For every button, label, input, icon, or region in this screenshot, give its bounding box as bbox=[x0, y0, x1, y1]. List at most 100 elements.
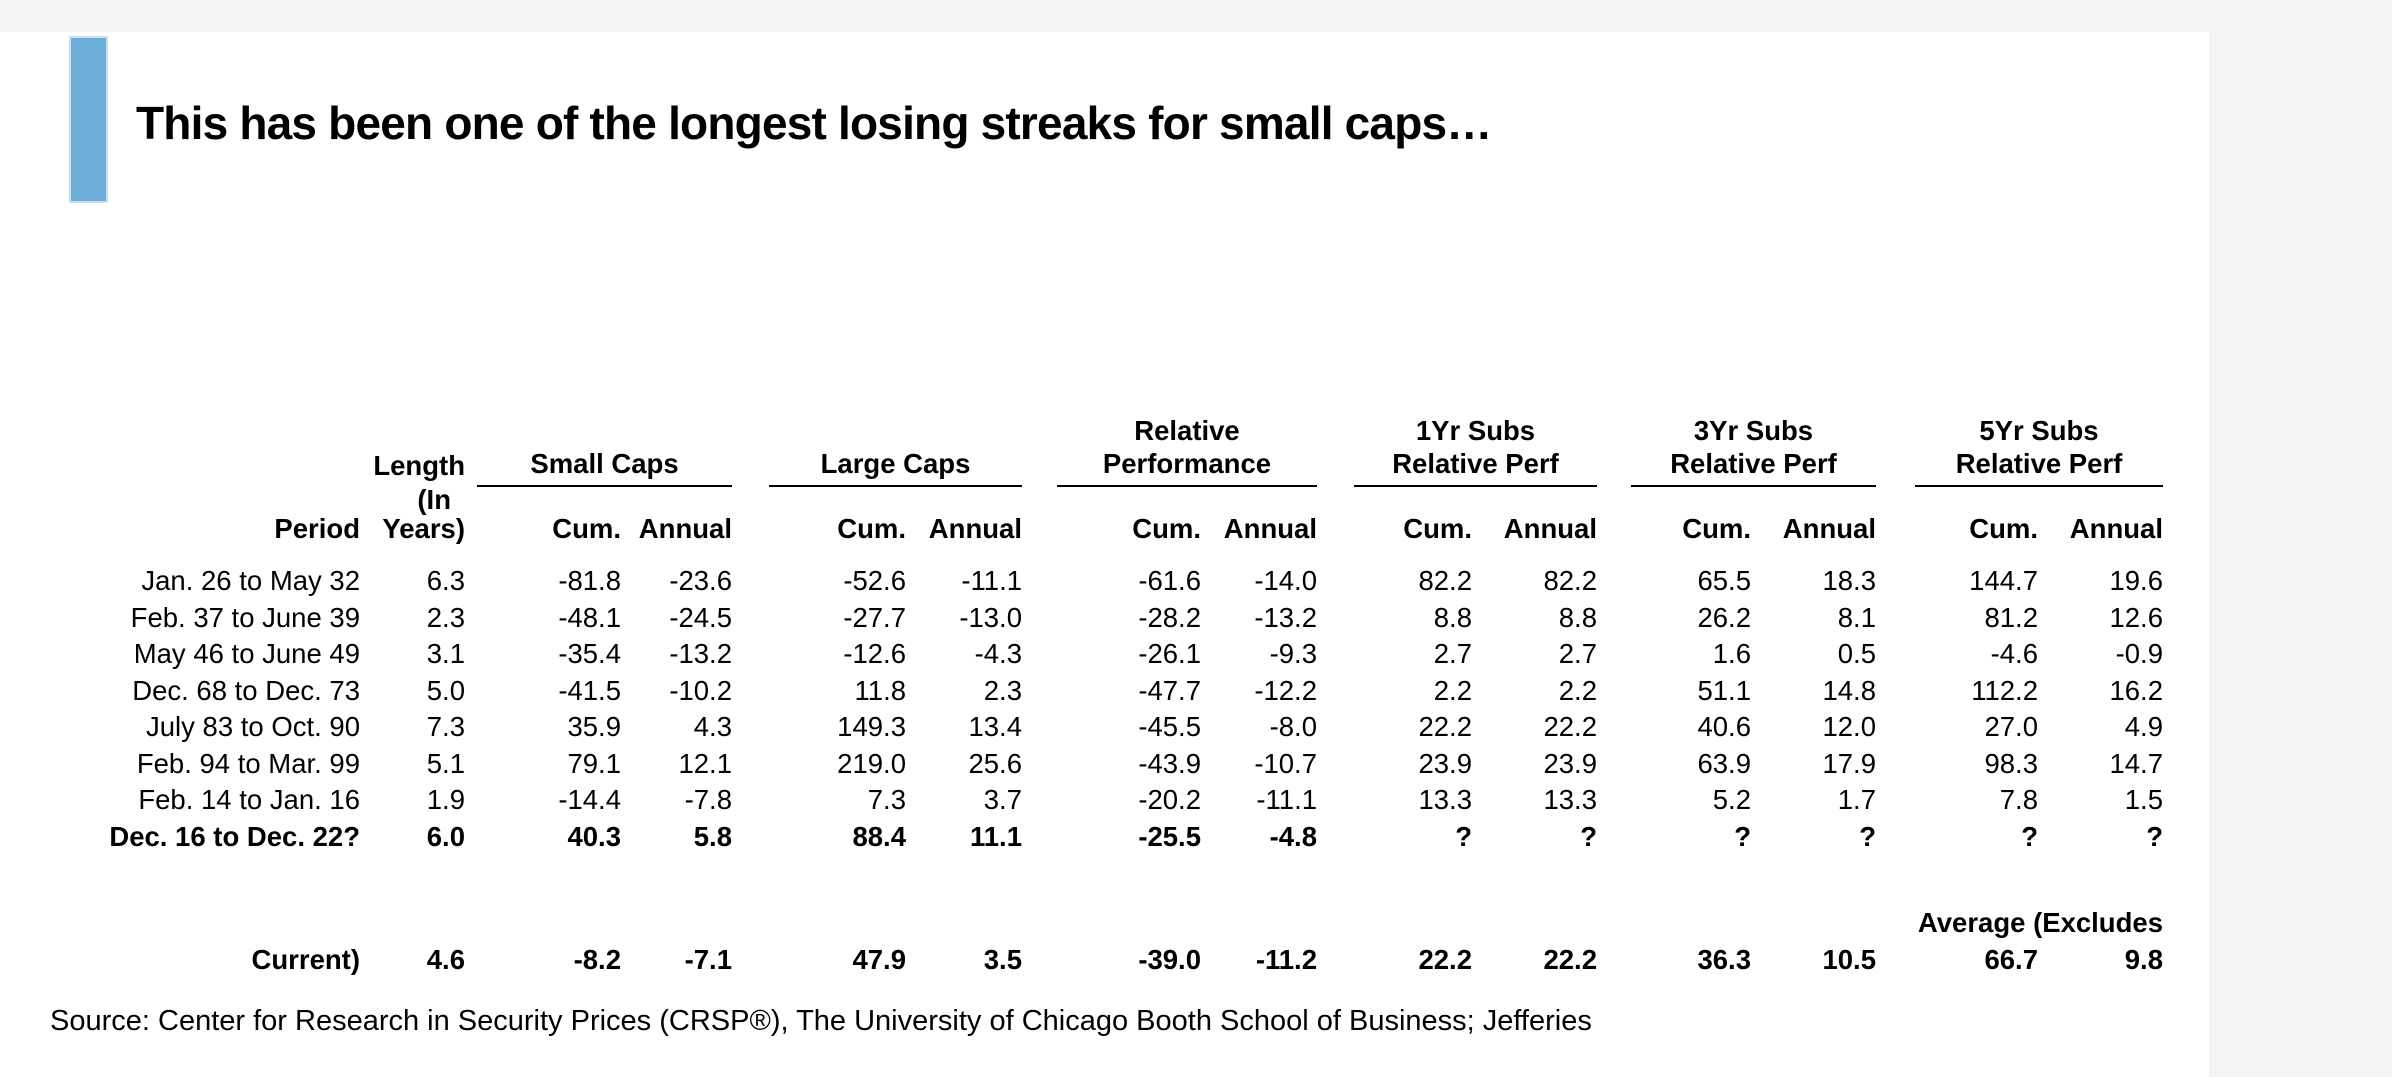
subheader-cum: Cum. bbox=[1682, 513, 1751, 544]
value-cell: 3.5 bbox=[983, 944, 1022, 976]
value-cell: -14.4 bbox=[558, 784, 621, 815]
value-cell: ? bbox=[1580, 820, 1597, 852]
subheader-annual: Annual bbox=[1782, 513, 1876, 544]
value-cell: 1.6 bbox=[1712, 638, 1751, 669]
value-cell: 51.1 bbox=[1697, 674, 1751, 706]
value-cell: -14.0 bbox=[1254, 565, 1317, 596]
value-cell: -12.6 bbox=[843, 638, 906, 669]
value-cell: 22.2 bbox=[1543, 944, 1597, 976]
value-cell: -48.1 bbox=[558, 601, 621, 633]
value-cell: 82.2 bbox=[1543, 565, 1597, 596]
value-cell: 2.2 bbox=[1433, 674, 1472, 706]
value-cell: 7.8 bbox=[1999, 784, 2038, 815]
length-cell: 1.9 bbox=[426, 784, 465, 815]
length-cell: 5.0 bbox=[426, 674, 465, 706]
value-cell: -4.3 bbox=[974, 638, 1022, 669]
value-cell: -20.2 bbox=[1138, 784, 1201, 815]
table-row: Dec. 68 to Dec. 73 5.0 -41.5 -10.2 11.8 … bbox=[50, 673, 2163, 710]
slide-page: This has been one of the longest losing … bbox=[0, 32, 2209, 1077]
value-cell: 25.6 bbox=[968, 747, 1022, 779]
value-cell: -13.2 bbox=[669, 638, 732, 669]
length-cell: 4.6 bbox=[426, 944, 465, 976]
value-cell: 27.0 bbox=[1984, 711, 2038, 742]
table-row: Feb. 94 to Mar. 99 5.1 79.1 12.1 219.0 2… bbox=[50, 746, 2163, 783]
length-cell: 7.3 bbox=[426, 711, 465, 742]
value-cell: ? bbox=[1734, 820, 1751, 852]
period-cell: Dec. 16 to Dec. 22? bbox=[109, 820, 360, 852]
value-cell: -12.2 bbox=[1254, 674, 1317, 706]
value-cell: 17.9 bbox=[1822, 747, 1876, 779]
group-label: 1Yr Subs bbox=[1415, 415, 1536, 446]
value-cell: 2.2 bbox=[1558, 674, 1597, 706]
value-cell: -11.1 bbox=[961, 565, 1022, 596]
group-label: 3Yr Subs bbox=[1693, 415, 1814, 446]
value-cell: 1.5 bbox=[2124, 784, 2163, 815]
period-cell: Feb. 94 to Mar. 99 bbox=[136, 747, 360, 779]
table-row-current-streak: Dec. 16 to Dec. 22? 6.0 40.3 5.8 88.4 11… bbox=[50, 819, 2163, 856]
value-cell: 13.4 bbox=[968, 711, 1022, 742]
table-row: Jan. 26 to May 32 6.3 -81.8 -23.6 -52.6 … bbox=[50, 563, 2163, 600]
value-cell: ? bbox=[1455, 820, 1472, 852]
group-label: Relative Perf bbox=[1392, 448, 1559, 479]
value-cell: -7.8 bbox=[684, 784, 732, 815]
value-cell: 7.3 bbox=[867, 784, 906, 815]
value-cell: -10.7 bbox=[1254, 747, 1317, 779]
period-cell: Feb. 14 to Jan. 16 bbox=[138, 784, 360, 815]
value-cell: 40.3 bbox=[567, 820, 621, 852]
group-label: Performance bbox=[1102, 448, 1272, 479]
subheader-cum: Cum. bbox=[552, 513, 621, 544]
table-row: Feb. 14 to Jan. 16 1.9 -14.4 -7.8 7.3 3.… bbox=[50, 782, 2163, 819]
value-cell: -45.5 bbox=[1138, 711, 1201, 742]
value-cell: 18.3 bbox=[1822, 565, 1876, 596]
empty-cell bbox=[50, 487, 360, 513]
value-cell: 40.6 bbox=[1697, 711, 1751, 742]
source-note: Source: Center for Research in Security … bbox=[50, 1005, 1592, 1037]
length-cell: 6.3 bbox=[426, 565, 465, 596]
value-cell: 22.2 bbox=[1543, 711, 1597, 742]
group-header-small-caps: Small Caps bbox=[465, 404, 732, 487]
empty-cell bbox=[50, 855, 2163, 905]
value-cell: 1.7 bbox=[1837, 784, 1876, 815]
value-cell: -35.4 bbox=[558, 638, 621, 669]
value-cell: -52.6 bbox=[843, 565, 906, 596]
value-cell: 8.1 bbox=[1837, 601, 1876, 633]
value-cell: -13.2 bbox=[1254, 601, 1317, 633]
value-cell: 26.2 bbox=[1697, 601, 1751, 633]
value-cell: 47.9 bbox=[852, 944, 906, 976]
subheader-annual: Annual bbox=[1503, 513, 1597, 544]
subheader-annual: Annual bbox=[638, 513, 732, 544]
group-label: Relative Perf bbox=[1955, 448, 2123, 479]
value-cell: 5.8 bbox=[693, 820, 732, 852]
length-cell: 2.3 bbox=[426, 601, 465, 633]
value-cell: 79.1 bbox=[567, 747, 621, 779]
value-cell: -7.1 bbox=[684, 944, 732, 976]
value-cell: 10.5 bbox=[1822, 944, 1876, 976]
value-cell: 4.9 bbox=[2124, 711, 2163, 742]
value-cell: -8.2 bbox=[573, 944, 621, 976]
value-cell: -25.5 bbox=[1138, 820, 1201, 852]
subheader-cum: Cum. bbox=[1969, 513, 2038, 544]
value-cell: 12.6 bbox=[2109, 601, 2163, 633]
length-cell: 3.1 bbox=[426, 638, 465, 669]
value-cell: 16.2 bbox=[2109, 674, 2163, 706]
value-cell: ? bbox=[2021, 820, 2038, 852]
value-cell: 63.9 bbox=[1697, 747, 1751, 779]
value-cell: 36.3 bbox=[1697, 944, 1751, 976]
streak-table: Length Small Caps Large Caps Relative bbox=[50, 404, 2163, 979]
value-cell: 12.1 bbox=[678, 747, 732, 779]
group-label: 5Yr Subs bbox=[1979, 415, 2099, 446]
group-label: Relative Perf bbox=[1670, 448, 1837, 479]
value-cell: 144.7 bbox=[1969, 565, 2038, 596]
length-header-line2: (In bbox=[417, 484, 451, 515]
value-cell: 2.7 bbox=[1558, 638, 1597, 669]
value-cell: 23.9 bbox=[1543, 747, 1597, 779]
period-cell: Feb. 37 to June 39 bbox=[130, 601, 360, 633]
spacer-row bbox=[50, 855, 2163, 905]
empty-cell bbox=[465, 487, 2163, 513]
average-label-row: Average (Excludes bbox=[50, 905, 2163, 942]
length-header-line3: Years) bbox=[382, 513, 465, 544]
subheader-annual: Annual bbox=[2069, 513, 2163, 544]
period-cell: Jan. 26 to May 32 bbox=[141, 565, 360, 596]
value-cell: 14.8 bbox=[1822, 674, 1876, 706]
average-label-line2: Current) bbox=[251, 944, 360, 976]
